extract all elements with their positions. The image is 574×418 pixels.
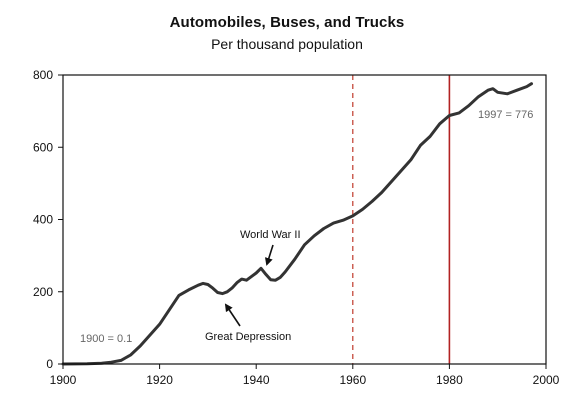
y-tick-label: 400 — [33, 213, 53, 227]
x-tick-label: 1920 — [146, 373, 173, 387]
x-tick-label: 1960 — [339, 373, 366, 387]
ww2-arrow — [264, 244, 274, 266]
x-tick-label: 2000 — [533, 373, 560, 387]
y-tick-label: 800 — [33, 68, 53, 82]
x-tick-label: 1900 — [50, 373, 77, 387]
y-tick-label: 600 — [33, 140, 53, 154]
chart-title: Automobiles, Buses, and Trucks — [169, 14, 405, 31]
ww2-label: World War II — [240, 229, 301, 241]
end-value-label: 1997 = 776 — [478, 109, 533, 121]
depression-label: Great Depression — [205, 331, 291, 343]
x-tick-label: 1940 — [243, 373, 270, 387]
x-tick-label: 1980 — [436, 373, 463, 387]
start-value-label: 1900 = 0.1 — [80, 333, 132, 345]
series-line — [61, 82, 533, 366]
y-tick-label: 200 — [33, 285, 53, 299]
depression-arrow — [224, 303, 241, 327]
plot-frame — [62, 74, 547, 365]
y-tick-label: 0 — [46, 357, 53, 371]
chart-subtitle: Per thousand population — [211, 36, 363, 52]
